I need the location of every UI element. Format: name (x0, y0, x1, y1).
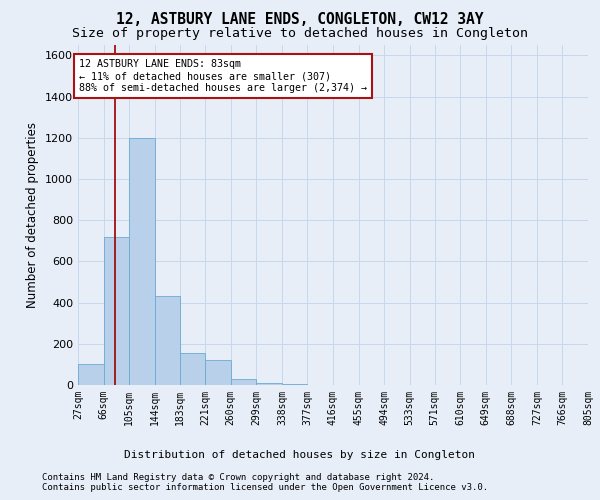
Bar (104, 236, 129, 385)
Y-axis label: Number of detached properties: Number of detached properties (26, 122, 40, 308)
Text: Contains public sector information licensed under the Open Government Licence v3: Contains public sector information licen… (42, 482, 488, 492)
Bar (282, 384, 307, 385)
Text: Contains HM Land Registry data © Crown copyright and database right 2024.: Contains HM Land Registry data © Crown c… (42, 472, 434, 482)
Bar (180, 353, 205, 385)
Text: 12, ASTBURY LANE ENDS, CONGLETON, CW12 3AY: 12, ASTBURY LANE ENDS, CONGLETON, CW12 3… (116, 12, 484, 28)
Bar (205, 360, 231, 385)
Text: Size of property relative to detached houses in Congleton: Size of property relative to detached ho… (72, 28, 528, 40)
Bar (256, 383, 282, 385)
Bar (129, 138, 155, 385)
Text: 12 ASTBURY LANE ENDS: 83sqm
← 11% of detached houses are smaller (307)
88% of se: 12 ASTBURY LANE ENDS: 83sqm ← 11% of det… (79, 60, 367, 92)
Text: Distribution of detached houses by size in Congleton: Distribution of detached houses by size … (125, 450, 476, 460)
Bar (231, 379, 256, 385)
Bar (78, 364, 104, 385)
Bar (155, 296, 180, 385)
